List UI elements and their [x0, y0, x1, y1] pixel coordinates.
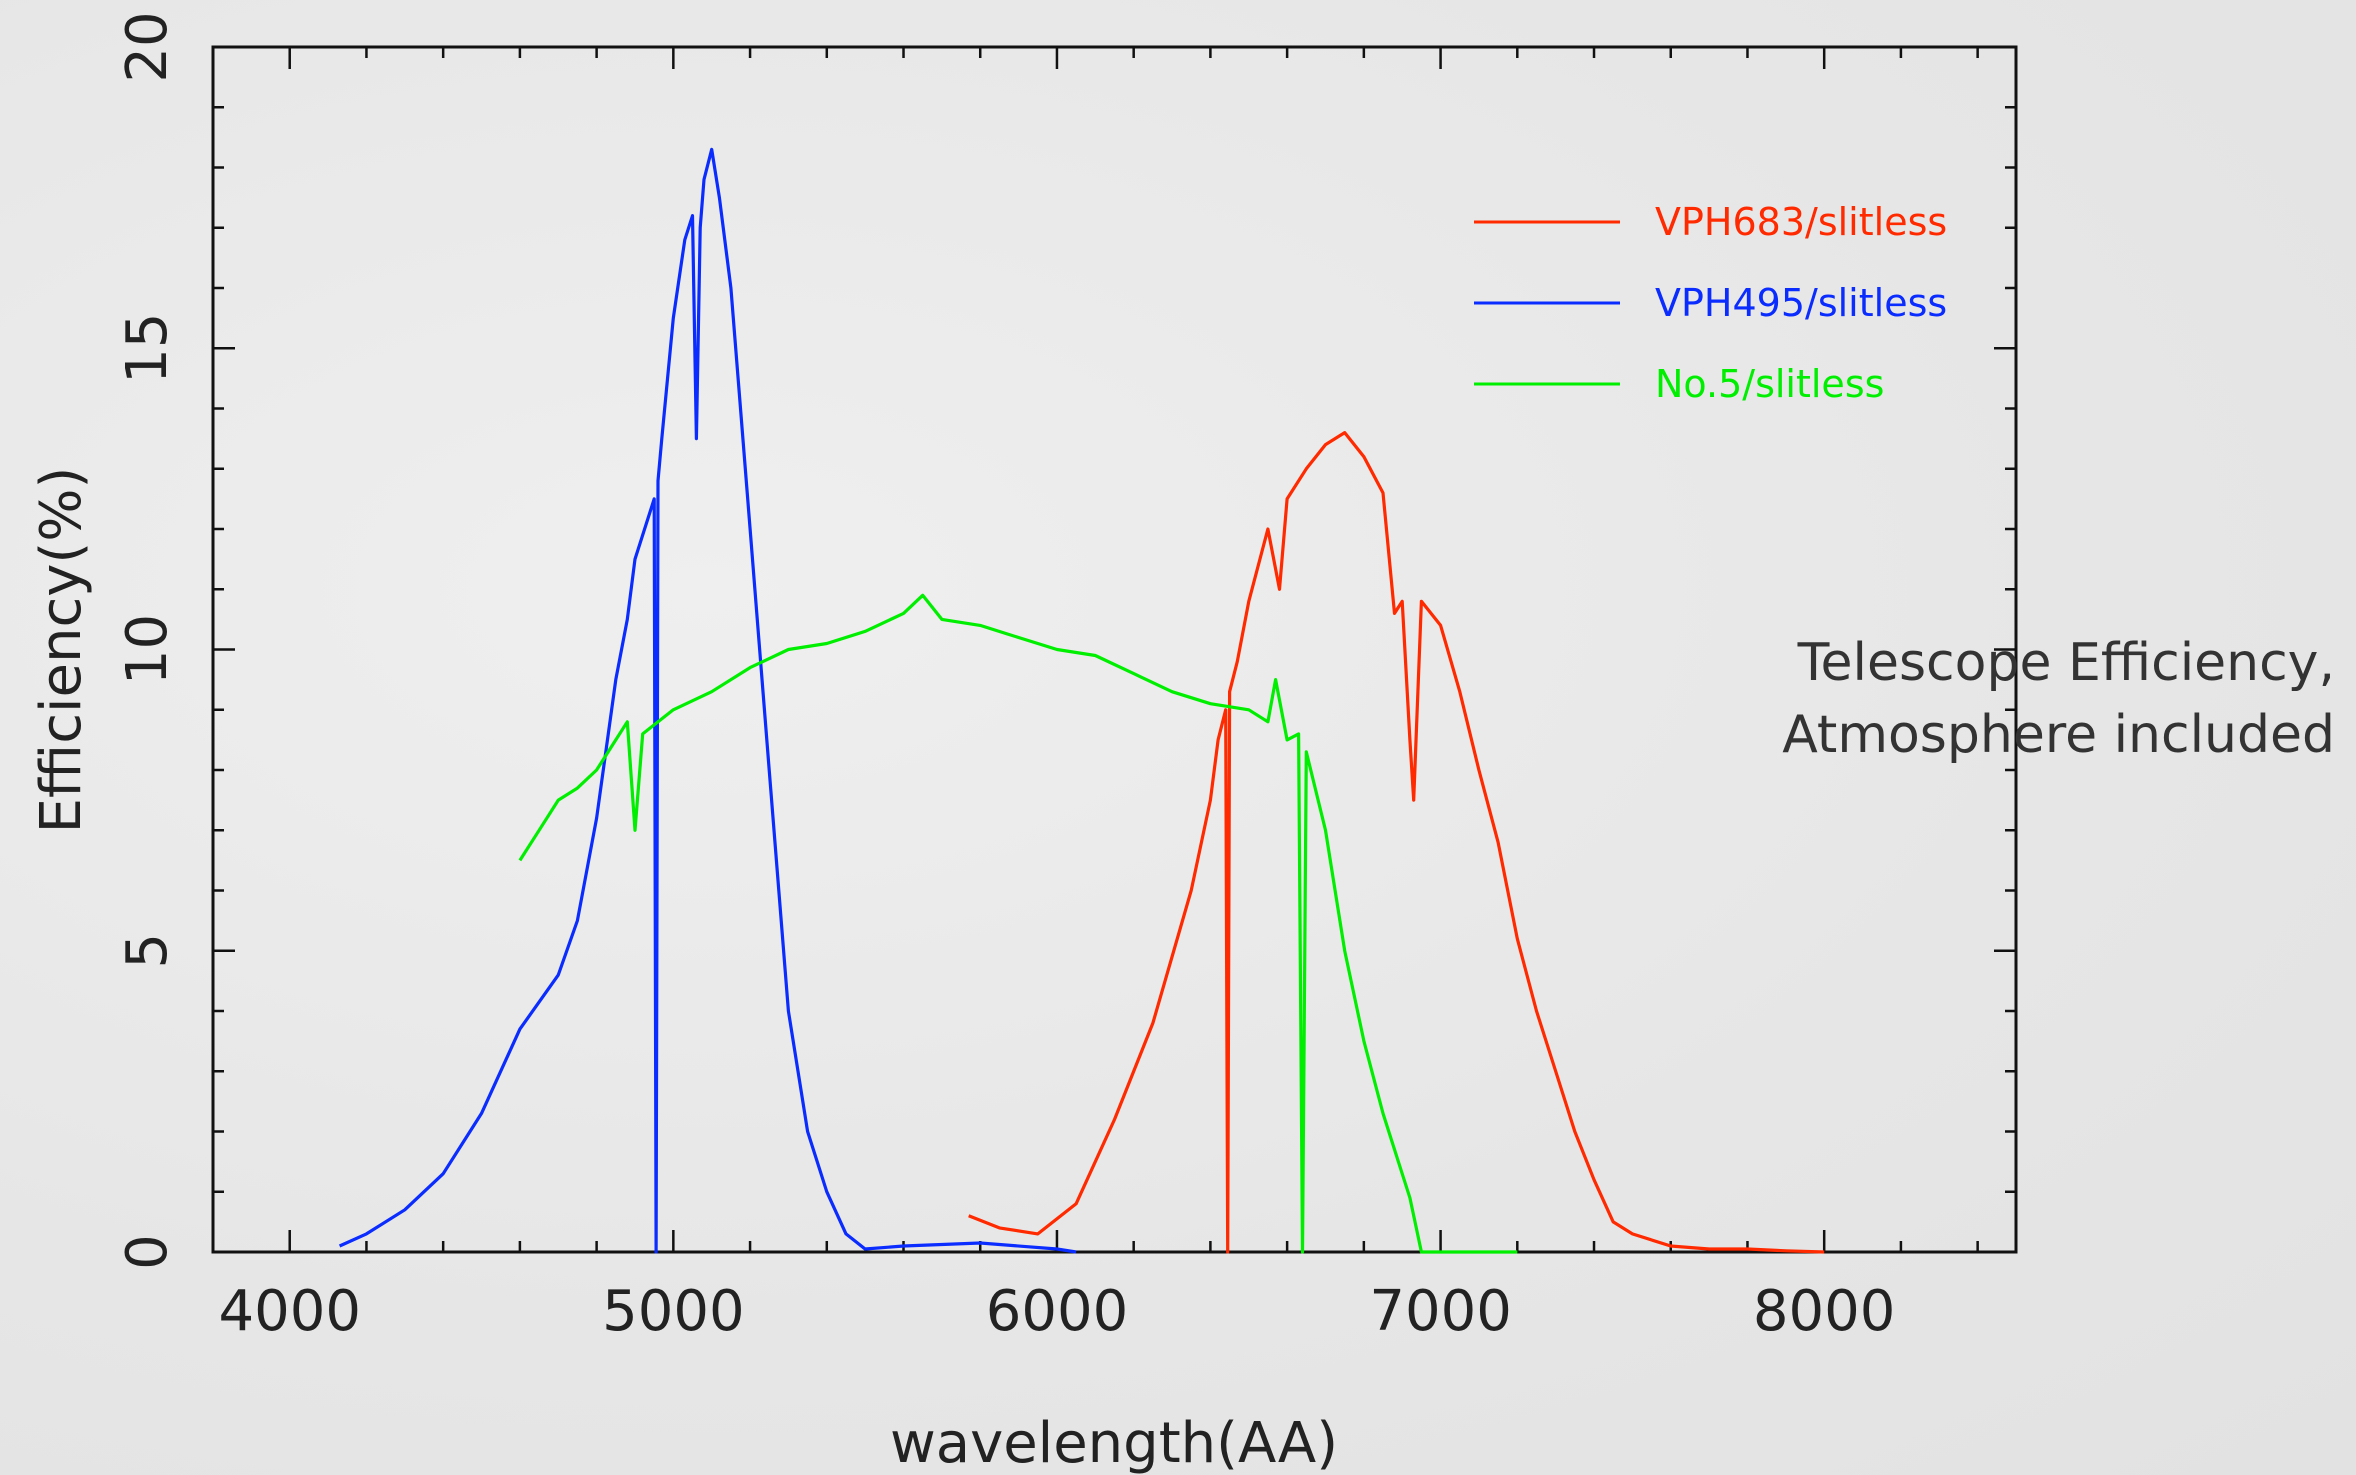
y-axis-label: Efficiency(%)	[29, 467, 94, 834]
annotation-line-1: Telescope Efficiency,	[1797, 633, 2335, 693]
annotation-line-2: Atmosphere included	[1782, 705, 2335, 765]
x-tick-label: 8000	[1753, 1279, 1896, 1344]
y-tick-label: 20	[115, 11, 180, 82]
x-tick-label: 6000	[986, 1279, 1129, 1344]
legend-label: VPH495/slitless	[1655, 281, 1947, 325]
x-tick-labels: 4000 5000 6000 7000 8000	[218, 1279, 1895, 1344]
y-tick-label: 0	[115, 1234, 180, 1270]
y-tick-label: 15	[115, 313, 180, 384]
x-tick-label: 7000	[1369, 1279, 1512, 1344]
y-tick-label: 10	[115, 614, 180, 685]
x-tick-label: 4000	[218, 1279, 361, 1344]
legend-label: No.5/slitless	[1655, 362, 1884, 406]
legend: VPH683/slitless VPH495/slitless No.5/slitl…	[1474, 200, 1947, 406]
x-axis-label: wavelength(AA)	[890, 1411, 1338, 1475]
y-tick-label: 5	[115, 933, 180, 969]
series-line-2	[338, 147, 1077, 1254]
y-tick-labels: 0 5 10 15 20	[115, 11, 180, 1269]
series-line-3	[518, 593, 1518, 1254]
series-line-1	[968, 431, 1825, 1254]
axis-ticks	[211, 45, 2016, 1254]
x-tick-label: 5000	[602, 1279, 745, 1344]
legend-label: VPH683/slitless	[1655, 200, 1947, 244]
series-lines	[338, 147, 1825, 1254]
